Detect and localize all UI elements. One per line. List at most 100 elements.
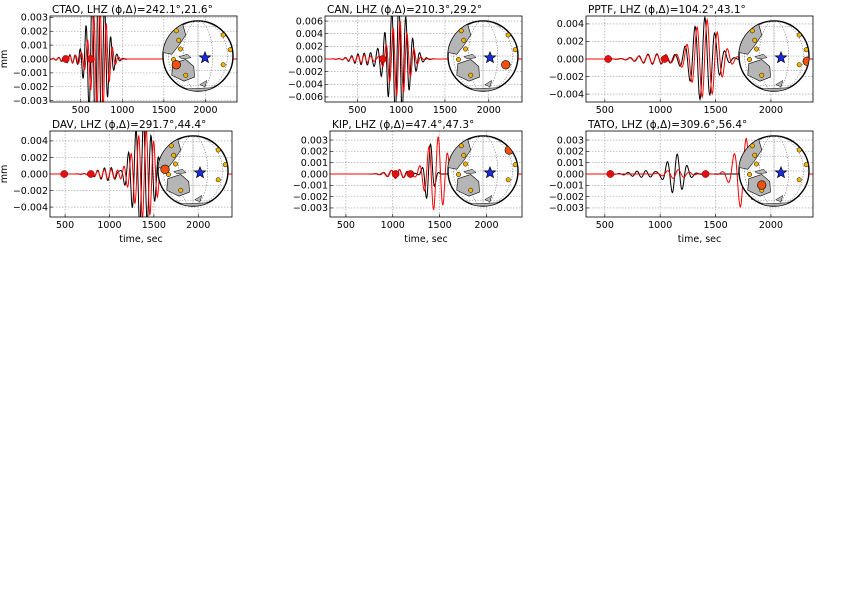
- y-tick-label: −0.002: [288, 67, 323, 78]
- epicenter-star: [198, 50, 212, 64]
- land-new-zealand: [484, 79, 493, 88]
- station-marker: [468, 72, 474, 78]
- phase-marker: [606, 170, 615, 178]
- phase-marker: [660, 55, 669, 63]
- land-new-guinea: [463, 168, 477, 175]
- plot-frame: [49, 15, 238, 103]
- station-marker: [759, 72, 765, 78]
- globe-meridian: [453, 21, 513, 91]
- station-marker: [747, 172, 752, 177]
- globe-meridian: [163, 136, 223, 206]
- globe-inset-3: [157, 135, 229, 207]
- phase-marker: [86, 170, 95, 178]
- land-australia: [166, 174, 190, 197]
- y-tick-label: 0.004: [21, 136, 48, 147]
- phase-marker: [701, 170, 710, 178]
- y-tick-label: −0.001: [13, 68, 48, 79]
- y-tick-label: −0.004: [13, 202, 48, 213]
- station-marker: [458, 143, 464, 149]
- x-axis-label: time, sec: [404, 234, 448, 245]
- y-tick-label: 0.002: [21, 153, 48, 164]
- globe-inset-1: [447, 20, 519, 92]
- station-marker: [173, 28, 179, 34]
- y-tick-label: 0.004: [557, 19, 584, 30]
- y-tick-label: 0.003: [301, 135, 328, 146]
- globe-meridian: [453, 136, 513, 206]
- land-new-guinea: [178, 53, 192, 60]
- station-marker: [505, 32, 511, 38]
- globe-inset-0: [162, 20, 234, 92]
- plot-frame: [585, 130, 814, 218]
- y-tick-label: −0.004: [549, 89, 584, 100]
- y-tick-label: −0.003: [293, 203, 328, 214]
- station-marker: [173, 161, 178, 167]
- x-tick-label: 500: [596, 105, 614, 116]
- y-tick-label: −0.003: [13, 96, 48, 107]
- y-tick-label: 0.000: [296, 54, 323, 65]
- land-new-guinea: [173, 168, 187, 175]
- phase-marker: [61, 55, 70, 63]
- x-tick-label: 1500: [142, 220, 166, 231]
- phase-marker: [604, 55, 612, 63]
- x-tick-label: 1000: [648, 105, 672, 116]
- y-tick-label: 0.003: [557, 135, 584, 146]
- station-marker: [749, 28, 755, 34]
- station-marker: [183, 72, 189, 78]
- x-axis-label: time, sec: [119, 234, 163, 245]
- station-marker: [512, 162, 518, 168]
- station-marker: [178, 46, 183, 52]
- land-australia: [456, 59, 480, 82]
- panel-title: DAV, LHZ (ϕ,Δ)=291.7°,44.4°: [52, 119, 206, 131]
- globe-meridian: [168, 21, 228, 91]
- station-marker: [752, 152, 758, 158]
- panel-title: CAN, LHZ (ϕ,Δ)=210.3°,29.2°: [327, 4, 482, 16]
- station-marker: [505, 177, 511, 183]
- epicenter-star: [774, 50, 788, 64]
- plot-frame: [329, 130, 523, 218]
- x-tick-label: 2000: [477, 105, 501, 116]
- y-tick-label: 0.002: [557, 147, 584, 158]
- phase-marker: [406, 170, 415, 178]
- station-marker: [461, 37, 467, 43]
- y-tick-label: 0.002: [296, 42, 323, 53]
- x-tick-label: 500: [596, 220, 614, 231]
- plot-frame: [585, 15, 814, 103]
- station-marker: [803, 47, 809, 53]
- station-marker: [215, 147, 221, 153]
- land-new-zealand: [775, 194, 784, 203]
- station-marker: [754, 161, 759, 167]
- x-tick-label: 1500: [433, 105, 457, 116]
- x-tick-label: 1500: [703, 220, 727, 231]
- station-marker: [222, 162, 228, 168]
- station-marker: [463, 161, 468, 167]
- x-tick-label: 1000: [110, 105, 134, 116]
- y-tick-label: 0.004: [296, 29, 323, 40]
- globe-inset-2: [738, 20, 810, 92]
- epicenter-star: [193, 165, 207, 179]
- station-marker: [171, 152, 177, 158]
- station-marker: [220, 32, 226, 38]
- station-marker: [754, 46, 759, 52]
- land-new-zealand: [775, 79, 784, 88]
- station-marker: [458, 28, 464, 34]
- phase-marker: [391, 170, 400, 178]
- phase-marker: [86, 55, 95, 63]
- station-marker: [220, 62, 226, 68]
- x-tick-label: 2000: [759, 105, 783, 116]
- land-australia: [456, 174, 480, 197]
- y-tick-label: 0.000: [21, 169, 48, 180]
- seismogram-panel-6: 500 1000 1500 2000−0.003−0.002−0.0010.0000.…: [549, 119, 814, 245]
- land-new-zealand: [194, 194, 203, 203]
- x-tick-label: 1500: [152, 105, 176, 116]
- target-station-marker: [160, 164, 170, 174]
- globe-features: [448, 21, 518, 91]
- panel-title: TATO, LHZ (ϕ,Δ)=309.6°,56.4°: [587, 119, 747, 131]
- panel-title: CTAO, LHZ (ϕ,Δ)=242.1°,21.6°: [52, 4, 213, 16]
- panel-title: PPTF, LHZ (ϕ,Δ)=104.2°,43.1°: [588, 4, 746, 16]
- land-new-guinea: [754, 168, 768, 175]
- globe-features: [448, 136, 518, 206]
- x-tick-label: 500: [348, 105, 366, 116]
- target-station-marker: [802, 56, 809, 66]
- y-tick-label: 0.006: [296, 16, 323, 27]
- x-tick-label: 1000: [97, 220, 121, 231]
